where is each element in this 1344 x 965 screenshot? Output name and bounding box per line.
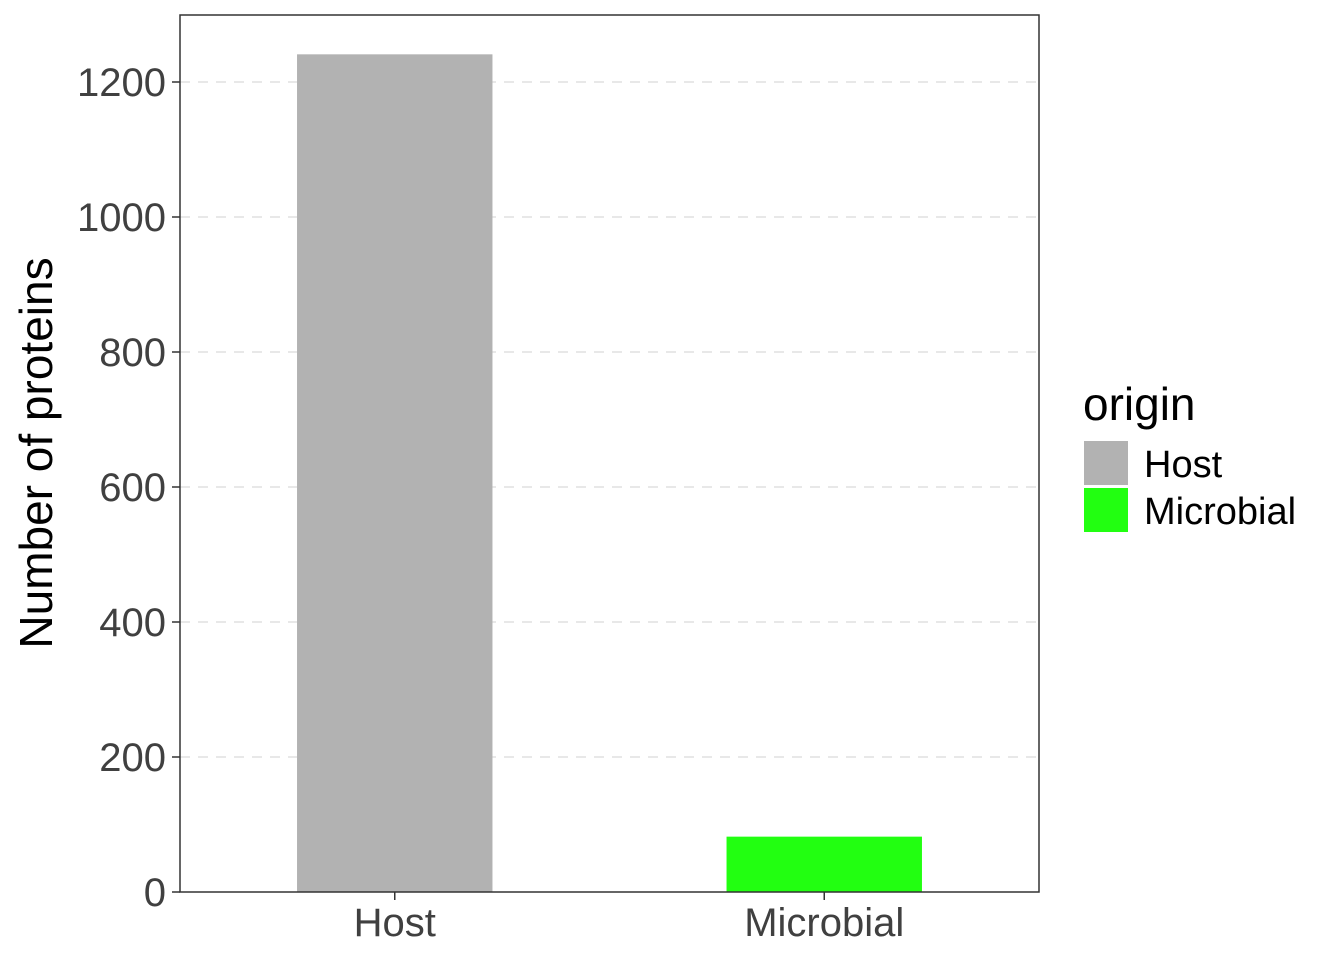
legend-entries: Host Microbial (1084, 441, 1296, 533)
y-tick-label: 1000 (77, 196, 166, 240)
legend-swatch (1084, 441, 1128, 485)
y-tick-label: 1200 (77, 61, 166, 105)
y-tick-label: 800 (99, 331, 166, 375)
bar-host (297, 54, 493, 892)
legend-swatch (1084, 488, 1128, 532)
y-tick-label: 200 (99, 736, 166, 780)
legend-label: Host (1144, 444, 1223, 486)
y-tick-label: 0 (144, 871, 166, 915)
y-tick-label: 400 (99, 601, 166, 645)
x-tick-label: Host (354, 901, 436, 945)
bar-microbial (726, 836, 922, 892)
x-tick-label: Microbial (744, 901, 904, 945)
y-tick-label: 600 (99, 466, 166, 510)
legend-label: Microbial (1144, 491, 1296, 533)
legend-title: origin (1083, 378, 1196, 430)
x-axis: Host Microbial (354, 892, 904, 945)
plot-border (179, 14, 1040, 893)
y-axis: 0 200 400 600 800 1000 1200 (77, 61, 180, 915)
y-axis-title: Number of proteins (10, 257, 62, 648)
legend: origin Host Microbial (1083, 378, 1296, 533)
bars (297, 54, 922, 892)
